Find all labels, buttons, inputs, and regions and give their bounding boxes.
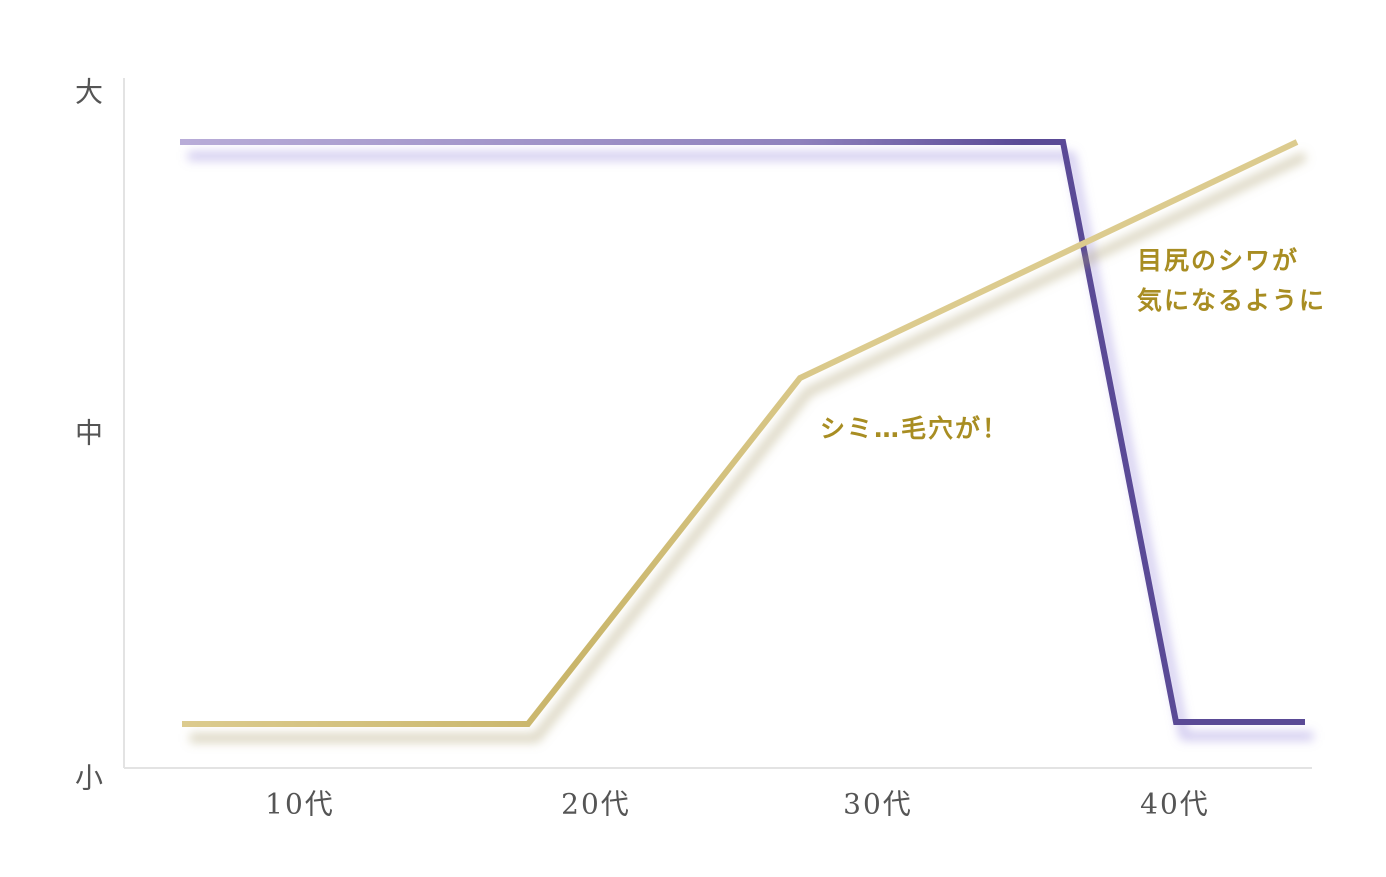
series-layer <box>180 139 1313 743</box>
annotation-line: 目尻のシワが <box>1137 246 1299 275</box>
x-tick-label: 40代 <box>1140 788 1210 821</box>
annotation-line: 気になるように <box>1137 286 1326 315</box>
series-purple-line <box>180 139 1305 725</box>
x-tick-label: 20代 <box>561 788 631 821</box>
annotation-label: シミ…毛穴が！ <box>820 414 1009 443</box>
y-tick-label: 中 <box>75 417 105 450</box>
annotation-line: シミ…毛穴が！ <box>820 414 1009 443</box>
labels-layer: 小 中 大 10代 20代 30代 40代 <box>75 76 1210 821</box>
series-purple-line-shadow <box>188 151 1313 741</box>
series-gold-line <box>182 139 1299 727</box>
y-tick-label: 大 <box>75 76 105 109</box>
annotation-label: 目尻のシワが気になるように <box>1137 246 1326 315</box>
series-gold-line-shadow <box>190 151 1307 743</box>
annotations-layer: シミ…毛穴が！ 目尻のシワが気になるように <box>820 246 1326 443</box>
axes <box>123 78 1312 769</box>
x-tick-label: 30代 <box>843 788 913 821</box>
y-tick-label: 小 <box>75 762 105 795</box>
x-tick-label: 10代 <box>265 788 335 821</box>
